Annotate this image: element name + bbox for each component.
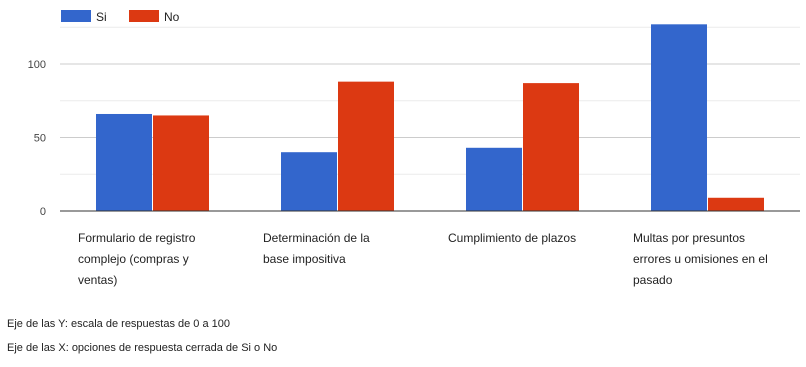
- bar-si: [651, 24, 707, 212]
- category-label: Multas por presuntos: [633, 231, 745, 245]
- legend-swatch-si: [61, 10, 91, 22]
- bar-no: [523, 83, 579, 211]
- legend-label-no: No: [164, 10, 180, 24]
- category-label: errores u omisiones en el: [633, 252, 768, 266]
- legend-label-si: Si: [96, 10, 107, 24]
- legend-swatch-no: [129, 10, 159, 22]
- bar-chart: 0 50 100 Formulario de registro complejo (co…: [28, 10, 800, 287]
- category-label: Cumplimiento de plazos: [448, 231, 576, 245]
- bar-si: [466, 147, 522, 211]
- bar-no: [708, 197, 764, 211]
- bar-si: [96, 113, 152, 211]
- bar-si: [281, 152, 337, 211]
- category-label: complejo (compras y: [78, 252, 189, 266]
- category-label: Determinación de la: [263, 231, 370, 245]
- y-axis-note: Eje de las Y: escala de respuestas de 0 …: [7, 318, 231, 330]
- category-label: Formulario de registro: [78, 231, 196, 245]
- x-axis-note: Eje de las X: opciones de respuesta cerr…: [7, 342, 278, 354]
- bar-no: [153, 115, 209, 211]
- category-label: ventas): [78, 273, 117, 287]
- y-tick-label: 50: [34, 133, 46, 145]
- category-label: pasado: [633, 273, 673, 287]
- y-tick-label: 0: [40, 206, 46, 218]
- y-tick-label: 100: [28, 59, 46, 71]
- bar-no: [338, 81, 394, 211]
- category-label: base impositiva: [263, 252, 346, 266]
